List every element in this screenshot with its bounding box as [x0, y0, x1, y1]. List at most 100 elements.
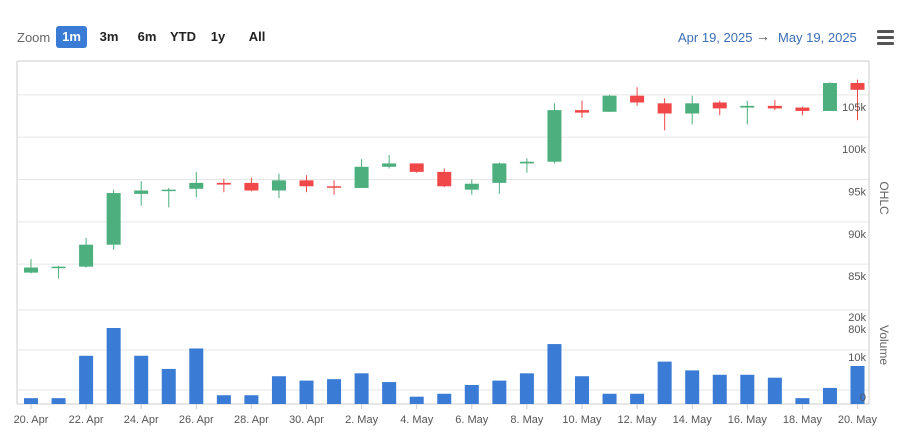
ohlc-y-tick-label: 105k [842, 102, 866, 114]
volume-y-tick-label: 80k [848, 324, 866, 336]
candle [492, 162, 507, 194]
candle [575, 100, 589, 118]
zoom-1m-button[interactable]: 1m [56, 26, 87, 48]
candle [327, 180, 342, 195]
volume-series [24, 328, 865, 404]
candle-body [106, 193, 121, 245]
x-tick-label: 18. May [783, 414, 823, 426]
candle [602, 94, 617, 112]
ohlc-axis-title: OHLC [877, 181, 891, 215]
candle [740, 100, 755, 125]
volume-bar [519, 373, 534, 404]
candle [354, 159, 369, 188]
range-arrow-icon: → [756, 28, 770, 44]
x-tick-label: 10. May [562, 414, 602, 426]
volume-bar [575, 376, 589, 404]
volume-bar [630, 393, 645, 404]
chart-grid [17, 94, 869, 391]
volume-bar [271, 376, 286, 404]
x-tick-label: 4. May [400, 414, 434, 426]
ohlc-y-ticks: 85k 90k 95k 100k 105k [842, 102, 866, 283]
volume-bar [657, 361, 672, 404]
candle [134, 181, 149, 206]
range-to-input[interactable]: May 19, 2025 [778, 30, 857, 45]
volume-bar [712, 374, 727, 404]
candle [244, 177, 259, 192]
x-tick-label: 6. May [455, 414, 489, 426]
candle-body [767, 105, 782, 109]
volume-bar [685, 370, 700, 404]
volume-bar [106, 328, 121, 404]
candle-body [409, 163, 424, 172]
candle [271, 173, 286, 199]
candle-body [24, 267, 38, 273]
ohlc-series [24, 79, 865, 279]
x-tick-label: 28. Apr [234, 414, 269, 426]
ohlc-y-tick-label: 95k [848, 187, 866, 199]
candle-body [602, 95, 617, 112]
x-tick-label: 14. May [673, 414, 713, 426]
volume-bar [299, 380, 314, 404]
volume-bar [795, 398, 810, 404]
volume-bar [134, 355, 149, 404]
candle-body [189, 182, 204, 189]
x-tick-label: 20. May [838, 414, 878, 426]
zoom-3m-button[interactable]: 3m [99, 29, 119, 44]
candle-body [299, 180, 314, 187]
volume-bar [602, 393, 617, 404]
zoom-label: Zoom [17, 30, 51, 45]
candle [795, 106, 810, 116]
zoom-6m-button[interactable]: 6m [137, 29, 157, 44]
ohlc-y-tick-label: 100k [842, 144, 866, 156]
candle-body [437, 171, 452, 187]
volume-bar [740, 374, 755, 404]
candle-body [354, 166, 369, 188]
x-axis-ticks: 20. Apr 22. Apr 24. Apr 26. Apr 28. Apr 30. A… [14, 404, 878, 426]
candle [409, 163, 424, 173]
candle-body [51, 266, 66, 269]
volume-bar [216, 395, 231, 404]
range-toolbar: Zoom 1m 3m 6m YTD 1y All Apr 19, 2025 → … [0, 0, 910, 60]
candle [79, 237, 94, 268]
candle [685, 95, 700, 125]
x-tick-label: 26. Apr [179, 414, 214, 426]
hamburger-menu-icon[interactable] [877, 30, 894, 48]
candle [216, 178, 231, 193]
volume-y-tick-label: 20k [848, 312, 866, 324]
candle-body [850, 83, 865, 90]
zoom-ytd-button[interactable]: YTD [170, 29, 196, 44]
zoom-1y-button[interactable]: 1y [210, 29, 226, 44]
candle [547, 103, 562, 164]
candle [51, 265, 66, 279]
x-tick-label: 2. May [345, 414, 379, 426]
candle-body [492, 163, 507, 183]
candle-body [685, 103, 700, 114]
volume-bar [409, 396, 424, 404]
x-tick-label: 22. Apr [69, 414, 104, 426]
x-tick-label: 12. May [618, 414, 658, 426]
candle [464, 179, 479, 195]
volume-bar [767, 377, 782, 404]
zoom-all-button[interactable]: All [248, 29, 266, 44]
x-tick-label: 30. Apr [289, 414, 324, 426]
candle-body [216, 182, 231, 185]
candle-body [519, 161, 534, 164]
candle-body [740, 105, 755, 108]
candle [657, 98, 672, 131]
ohlc-y-tick-label: 85k [848, 271, 866, 283]
range-from-input[interactable]: Apr 19, 2025 [678, 30, 753, 45]
candle-body [327, 186, 342, 188]
candle [767, 99, 782, 111]
candle [106, 189, 121, 250]
candle-body [79, 244, 94, 267]
volume-bar [79, 355, 94, 404]
volume-bar [189, 348, 204, 404]
candle-body [822, 83, 837, 111]
x-tick-label: 8. May [510, 414, 544, 426]
volume-bar [492, 380, 507, 404]
x-tick-label: 16. May [728, 414, 768, 426]
volume-bar [327, 379, 342, 404]
candle [437, 168, 452, 188]
volume-bar [382, 382, 397, 404]
